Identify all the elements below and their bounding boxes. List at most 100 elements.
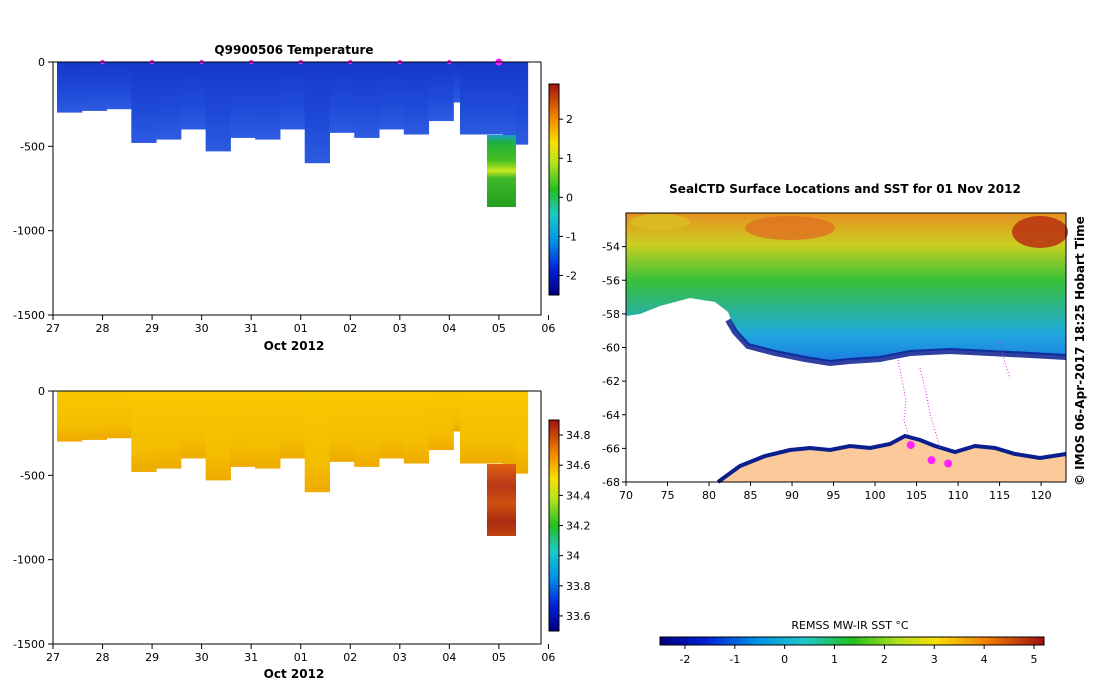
colorbar-tick-label: 2 [566, 113, 573, 126]
x-tick-label: 30 [195, 322, 209, 335]
longitude-tick-label: 90 [785, 489, 799, 502]
y-tick-label: 0 [38, 385, 45, 398]
latitude-tick-label: -58 [602, 308, 620, 321]
profile-column [428, 391, 454, 451]
colorbar-tick-label: -1 [566, 230, 577, 243]
x-tick-label: 31 [244, 322, 258, 335]
profile-column [180, 62, 207, 130]
x-tick-label: 29 [145, 651, 159, 664]
latitude-tick-label: -68 [602, 476, 620, 489]
x-tick-label: 28 [96, 651, 110, 664]
profile-column [57, 391, 83, 442]
x-tick-label: 29 [145, 322, 159, 335]
salinity-panel: 27 28 29 30 31 01 02 03 04 05 06 0 -500 -1000 -1500 O… [13, 385, 590, 681]
seal-position-marker [906, 441, 915, 450]
seal-track [897, 339, 1011, 449]
temperature-title: Q9900506 Temperature [214, 43, 373, 57]
x-tick-label: 04 [442, 651, 456, 664]
colorbar-tick-label: 34 [566, 550, 580, 563]
temperature-deep-profile [487, 135, 516, 207]
profile-column [255, 391, 281, 469]
temperature-colorbar [548, 83, 560, 296]
salinity-y-axis: 0 -500 -1000 -1500 [13, 385, 53, 651]
sst-map-panel: SealCTD Surface Locations and SST for 01… [602, 182, 1087, 666]
sst-colorbar [659, 636, 1045, 646]
temperature-panel: Q9900506 Temperature 27 28 29 30 31 01 02 03 04 0… [13, 43, 577, 353]
x-tick-label: 02 [343, 651, 357, 664]
profile-column [329, 391, 355, 462]
x-tick-label: 06 [541, 322, 555, 335]
x-tick-label: 03 [393, 651, 407, 664]
longitude-tick-label: 80 [702, 489, 716, 502]
profile-column [354, 62, 380, 138]
profile-column [428, 62, 454, 122]
temperature-x-label: Oct 2012 [264, 339, 325, 353]
profile-column [57, 62, 83, 113]
latitude-tick-label: -62 [602, 375, 620, 388]
colorbar-tick-label: 1 [566, 152, 573, 165]
temperature-plot-frame [52, 61, 542, 316]
x-tick-label: 27 [46, 322, 60, 335]
y-tick-label: -1500 [13, 309, 45, 322]
latitude-tick-label: -54 [602, 241, 620, 254]
temperature-profiles [57, 62, 529, 164]
latitude-tick-label: -60 [602, 342, 620, 355]
x-tick-label: 01 [294, 651, 308, 664]
profile-column [279, 391, 306, 459]
sst-warm-patch [1012, 216, 1068, 248]
profile-column [403, 391, 430, 464]
profile-column [379, 391, 405, 459]
sst-colorbar-ticks: -2 -1 0 1 2 3 4 5 [679, 645, 1038, 666]
x-tick-label: 04 [442, 322, 456, 335]
profile-column [230, 62, 256, 138]
profile-column [460, 391, 516, 464]
sst-colorbar-tick-label: 0 [781, 653, 788, 666]
profile-column [205, 62, 231, 152]
temperature-colorbar-ticks: 2 1 0 -1 -2 [559, 113, 577, 282]
latitude-tick-label: -64 [602, 409, 620, 422]
seal-positions [906, 441, 953, 468]
temperature-y-axis: 0 -500 -1000 -1500 [13, 56, 53, 322]
longitude-tick-label: 95 [827, 489, 841, 502]
seal-position-marker [944, 459, 953, 468]
y-tick-label: -1000 [13, 554, 45, 567]
sst-colorbar-label: REMSS MW-IR SST °C [791, 619, 909, 632]
profile-column [460, 62, 516, 135]
profile-column [106, 62, 132, 110]
colorbar-tick-label: -2 [566, 269, 577, 282]
credit-text: © IMOS 06-Apr-2017 18:25 Hobart Time [1073, 216, 1087, 486]
sea-ice [626, 298, 1066, 482]
profile-column [106, 391, 132, 439]
colorbar-tick-label: 34.8 [566, 429, 591, 442]
profile-column [255, 62, 281, 140]
profile-column [81, 391, 108, 440]
y-tick-label: -1000 [13, 225, 45, 238]
salinity-colorbar [548, 419, 560, 632]
salinity-colorbar-ticks: 34.8 34.6 34.4 34.2 34 33.8 33.6 [559, 429, 591, 623]
profile-column [156, 62, 182, 140]
colorbar-tick-label: 34.6 [566, 459, 591, 472]
map-longitude-axis: 70 75 80 85 90 95 100 105 110 115 120 [619, 482, 1052, 502]
profile-column [354, 391, 380, 467]
longitude-tick-label: 110 [948, 489, 969, 502]
seal-position-marker [927, 456, 936, 465]
profile-column [379, 62, 405, 130]
y-tick-label: -1500 [13, 638, 45, 651]
longitude-tick-label: 85 [744, 489, 758, 502]
profile-column [304, 391, 330, 493]
salinity-deep-profile [487, 464, 516, 536]
longitude-tick-label: 120 [1031, 489, 1052, 502]
coastal-ocean [716, 433, 1067, 484]
map-latitude-axis: -54 -56 -58 -60 -62 -64 -66 -68 [602, 241, 626, 489]
colorbar-tick-label: 33.6 [566, 610, 591, 623]
temperature-x-axis: 27 28 29 30 31 01 02 03 04 05 06 [46, 315, 555, 335]
x-tick-label: 02 [343, 322, 357, 335]
longitude-tick-label: 115 [989, 489, 1010, 502]
x-tick-label: 03 [393, 322, 407, 335]
longitude-tick-label: 70 [619, 489, 633, 502]
sst-colorbar-tick-label: 1 [831, 653, 838, 666]
map-title: SealCTD Surface Locations and SST for 01… [669, 182, 1021, 196]
profile-column [329, 62, 355, 133]
profile-column [205, 391, 231, 481]
y-tick-label: -500 [20, 469, 45, 482]
